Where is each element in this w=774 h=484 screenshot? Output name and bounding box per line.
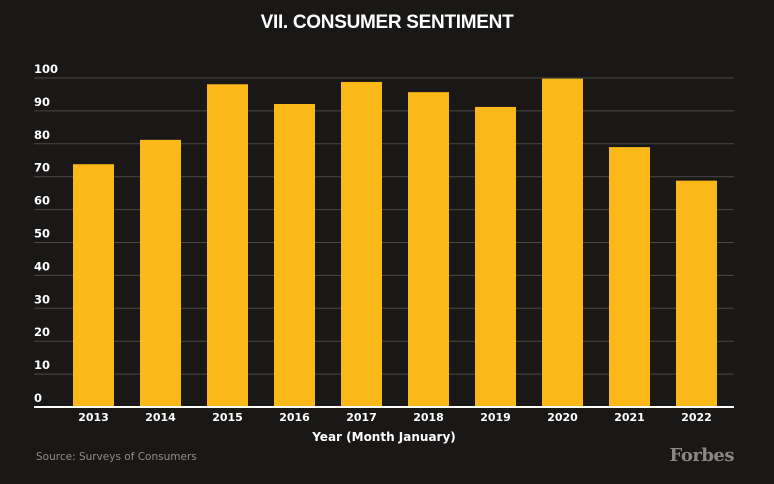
y-tick-label: 70 — [34, 161, 50, 175]
x-tick-label: 2019 — [480, 411, 511, 424]
x-tick-label: 2016 — [279, 411, 310, 424]
y-tick-label: 90 — [34, 95, 50, 109]
y-tick-label: 20 — [34, 325, 50, 339]
bar-2018 — [408, 92, 449, 407]
bar-2015 — [207, 84, 248, 407]
source-note: Source: Surveys of Consumers — [36, 451, 197, 463]
y-tick-label: 10 — [34, 358, 50, 372]
x-tick-label: 2014 — [145, 411, 176, 424]
x-tick-label: 2013 — [78, 411, 109, 424]
y-tick-label: 30 — [34, 292, 50, 306]
y-tick-label: 80 — [34, 128, 50, 142]
bar-2019 — [475, 106, 516, 408]
x-tick-label: 2017 — [346, 411, 377, 424]
x-tick-label: 2022 — [681, 411, 712, 424]
x-tick-label: 2015 — [212, 411, 243, 424]
x-tick-label: 2020 — [547, 411, 578, 424]
y-tick-label: 60 — [34, 194, 50, 208]
x-tick-label: 2021 — [614, 411, 645, 424]
bar-2022 — [676, 180, 717, 407]
forbes-logo: Forbes — [669, 445, 735, 466]
bars — [73, 78, 717, 408]
y-tick-labels: 0 10 20 30 40 50 60 70 80 90 100 — [34, 62, 58, 405]
x-tick-labels: 2013 2014 2015 2016 2017 2018 2019 2020 2021 2022 — [78, 411, 712, 424]
x-tick-label: 2018 — [413, 411, 444, 424]
y-tick-label: 40 — [34, 259, 50, 273]
y-tick-label: 0 — [34, 391, 42, 405]
bar-2016 — [274, 103, 315, 407]
x-axis-label: Year (Month January) — [311, 430, 456, 444]
bar-2014 — [140, 139, 181, 408]
y-tick-label: 100 — [34, 62, 58, 76]
bar-2017 — [341, 81, 382, 407]
bar-2013 — [73, 164, 114, 407]
bar-2021 — [609, 147, 650, 407]
bar-2020 — [542, 78, 583, 408]
chart-title: VII. CONSUMER SENTIMENT — [260, 12, 514, 33]
y-tick-label: 50 — [34, 227, 50, 241]
